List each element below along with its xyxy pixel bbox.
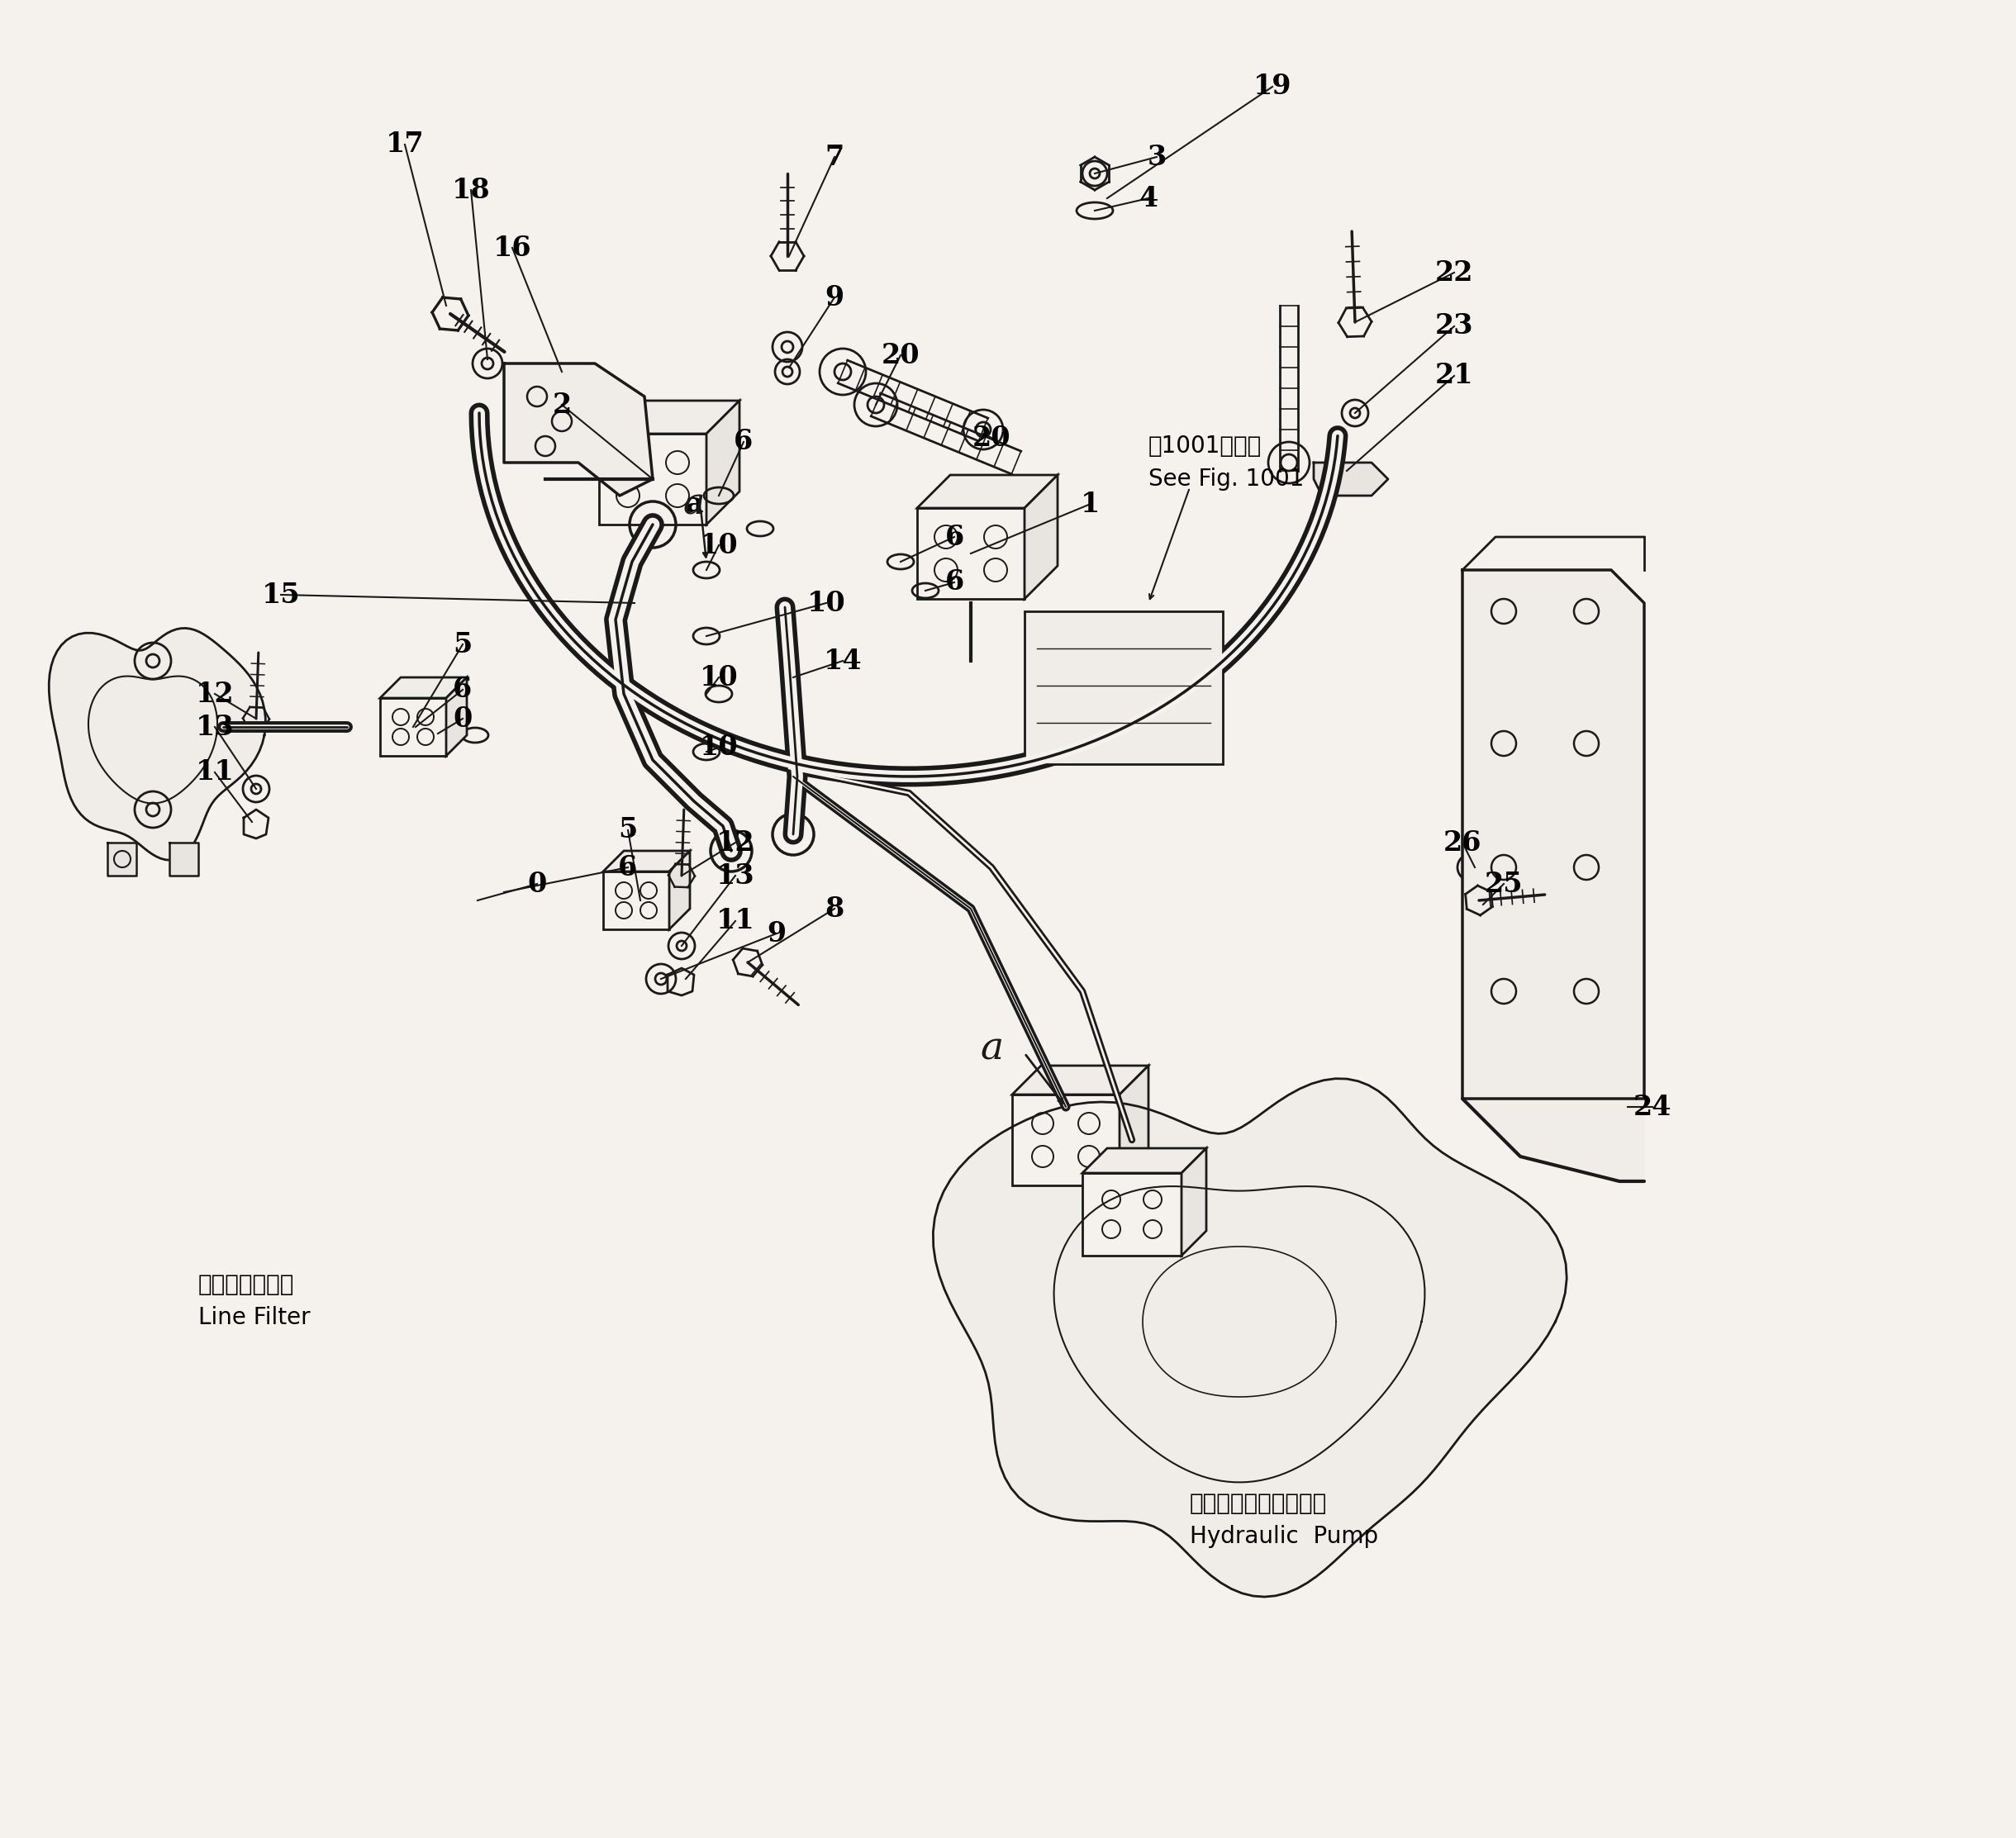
Polygon shape — [107, 842, 137, 875]
Text: 20: 20 — [972, 425, 1010, 452]
Text: a: a — [980, 1031, 1004, 1068]
Text: Hydraulic  Pump: Hydraulic Pump — [1189, 1526, 1379, 1548]
Text: 10: 10 — [700, 531, 738, 559]
Text: 14: 14 — [823, 647, 863, 675]
Text: 12: 12 — [196, 680, 234, 708]
Polygon shape — [1314, 463, 1389, 496]
Text: 9: 9 — [825, 283, 845, 311]
Text: 19: 19 — [1254, 74, 1292, 101]
Polygon shape — [1012, 1066, 1149, 1095]
Text: 15: 15 — [262, 581, 300, 608]
Text: See Fig. 1001: See Fig. 1001 — [1149, 467, 1304, 491]
Text: 4: 4 — [1139, 184, 1157, 211]
Polygon shape — [706, 401, 740, 524]
Text: 第1001図参照: 第1001図参照 — [1149, 434, 1262, 458]
Text: a: a — [685, 491, 704, 518]
Text: 10: 10 — [700, 664, 738, 691]
Text: 5: 5 — [619, 816, 637, 844]
Polygon shape — [933, 1079, 1566, 1597]
Text: 3: 3 — [1147, 143, 1167, 171]
Polygon shape — [603, 871, 669, 930]
Polygon shape — [48, 629, 266, 860]
Text: 9: 9 — [768, 919, 786, 947]
Text: 26: 26 — [1443, 829, 1482, 857]
Text: 2: 2 — [552, 391, 571, 419]
Text: 6: 6 — [454, 676, 472, 704]
Polygon shape — [669, 851, 689, 930]
Polygon shape — [169, 842, 198, 875]
Text: 6: 6 — [946, 524, 964, 551]
Text: 13: 13 — [196, 713, 234, 741]
Polygon shape — [599, 401, 740, 434]
Text: 5: 5 — [454, 630, 472, 658]
Text: 11: 11 — [196, 759, 234, 787]
Text: 10: 10 — [806, 590, 845, 618]
Polygon shape — [504, 364, 653, 496]
Text: 0: 0 — [528, 869, 546, 897]
Polygon shape — [381, 698, 446, 755]
Text: 1: 1 — [1081, 491, 1101, 518]
Text: 13: 13 — [716, 862, 754, 890]
Polygon shape — [1462, 1099, 1645, 1182]
Text: 10: 10 — [700, 733, 738, 761]
Polygon shape — [446, 678, 468, 755]
Text: 11: 11 — [716, 908, 754, 936]
Polygon shape — [1462, 570, 1645, 1099]
Text: 8: 8 — [825, 895, 845, 923]
Polygon shape — [599, 434, 706, 524]
Polygon shape — [1024, 474, 1058, 599]
Text: 6: 6 — [619, 853, 637, 880]
Polygon shape — [917, 507, 1024, 599]
Text: 12: 12 — [716, 829, 754, 857]
Polygon shape — [1083, 1149, 1206, 1173]
Text: 25: 25 — [1484, 869, 1522, 897]
Text: 22: 22 — [1435, 259, 1474, 287]
Polygon shape — [603, 851, 689, 871]
Text: ラインフィルタ: ラインフィルタ — [198, 1274, 294, 1296]
Text: 18: 18 — [452, 176, 490, 204]
Text: 6: 6 — [946, 568, 964, 596]
Text: 0: 0 — [454, 706, 472, 732]
Text: 21: 21 — [1435, 362, 1474, 390]
Polygon shape — [1024, 612, 1224, 765]
Polygon shape — [917, 474, 1058, 507]
Polygon shape — [1083, 1173, 1181, 1255]
Polygon shape — [1012, 1095, 1119, 1186]
Text: a: a — [683, 485, 706, 522]
Polygon shape — [1119, 1066, 1149, 1186]
Text: 20: 20 — [881, 342, 919, 369]
Text: 16: 16 — [494, 233, 532, 261]
Text: 7: 7 — [825, 143, 845, 171]
Text: Line Filter: Line Filter — [198, 1307, 310, 1329]
Text: 24: 24 — [1633, 1094, 1671, 1121]
Text: 6: 6 — [734, 428, 754, 456]
Text: 23: 23 — [1435, 312, 1474, 340]
Text: ハイドロリックポンプ: ハイドロリックポンプ — [1189, 1492, 1327, 1515]
Text: 17: 17 — [385, 130, 423, 158]
Polygon shape — [1181, 1149, 1206, 1255]
Polygon shape — [381, 678, 468, 698]
